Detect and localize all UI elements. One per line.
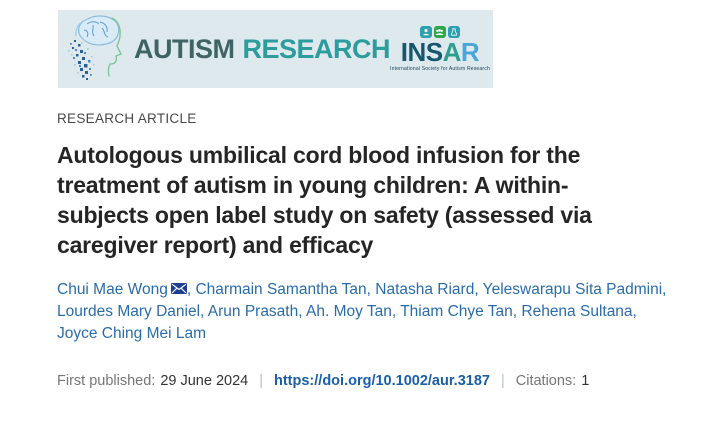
- email-envelope-icon[interactable]: [170, 279, 187, 294]
- publication-info-bar: First published: 29 June 2024 | https://…: [57, 373, 702, 389]
- article-title-line3: subjects open label study on safety (ass…: [57, 202, 592, 228]
- author-line1: Chui Mae Wong , Charmain Samantha Tan, Na…: [57, 279, 702, 301]
- flask-icon: [447, 26, 460, 38]
- published-date: 29 June 2024: [160, 373, 249, 389]
- article-header: RESEARCH ARTICLE Autologous umbilical co…: [57, 111, 702, 389]
- journal-title[interactable]: AUTISM RESEARCH: [134, 33, 391, 65]
- person-icon: [419, 26, 432, 38]
- insar-acronym: INSAR: [400, 37, 480, 67]
- journal-title-research: RESEARCH: [242, 33, 391, 64]
- article-title-line1: Autologous umbilical cord blood infusion…: [57, 142, 581, 168]
- author-line3[interactable]: Joyce Ching Mei Lam: [57, 325, 207, 342]
- first-published-label: First published:: [57, 373, 156, 389]
- insar-tagline: International Society for Autism Researc…: [390, 66, 490, 72]
- doi-link[interactable]: https://doi.org/10.1002/aur.3187: [274, 373, 490, 389]
- insar-icons-row: [419, 26, 460, 38]
- article-type-label: RESEARCH ARTICLE: [57, 111, 197, 126]
- citations-label: Citations:: [515, 373, 577, 389]
- author-line2[interactable]: Lourdes Mary Daniel, Arun Prasath, Ah. M…: [57, 303, 637, 320]
- separator-pipe: |: [259, 373, 263, 389]
- article-title: Autologous umbilical cord blood infusion…: [57, 140, 702, 260]
- people-icon: [433, 26, 446, 38]
- journal-banner: AUTISM RESEARCH INSAR International Soci…: [58, 10, 493, 88]
- insar-letters-ins: INS: [400, 37, 443, 67]
- insar-logo[interactable]: INSAR International Society for Autism R…: [390, 26, 492, 72]
- citations-count[interactable]: 1: [581, 373, 590, 389]
- brain-head-logo-icon[interactable]: [60, 12, 132, 86]
- article-title-line4: caregiver report) and efficacy: [57, 232, 374, 258]
- corresponding-author-link[interactable]: Chui Mae Wong: [57, 281, 168, 298]
- separator-pipe: |: [500, 373, 505, 389]
- insar-letter-r: R: [460, 37, 480, 67]
- author-links-line1[interactable]: , Charmain Samantha Tan, Natasha Riard, …: [186, 281, 667, 298]
- author-byline: Chui Mae Wong , Charmain Samantha Tan, Na…: [57, 279, 702, 345]
- insar-letter-a: A: [442, 37, 462, 67]
- article-title-line2: treatment of autism in young children: A…: [57, 172, 569, 198]
- journal-title-autism: AUTISM: [134, 33, 235, 64]
